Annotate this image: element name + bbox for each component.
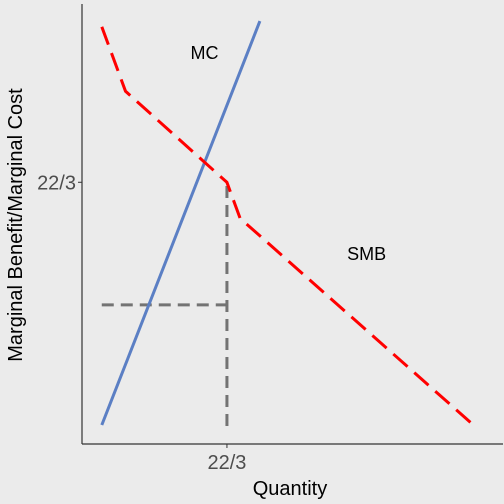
y-tick-label: 22/3 [37,172,76,194]
curve-label-mc: MC [191,43,219,63]
series-line-smb [100,26,475,427]
x-axis-title: Quantity [253,478,327,500]
curve-label-smb: SMB [347,244,386,264]
x-tick-label: 22/3 [207,452,246,474]
ticks: 22/3 22/3 [37,172,246,474]
plot-area [100,20,475,427]
series-line-mc [100,20,262,426]
y-axis-title: Marginal Benefit/Marginal Cost [5,88,27,362]
annotations: MC SMB [191,43,387,264]
